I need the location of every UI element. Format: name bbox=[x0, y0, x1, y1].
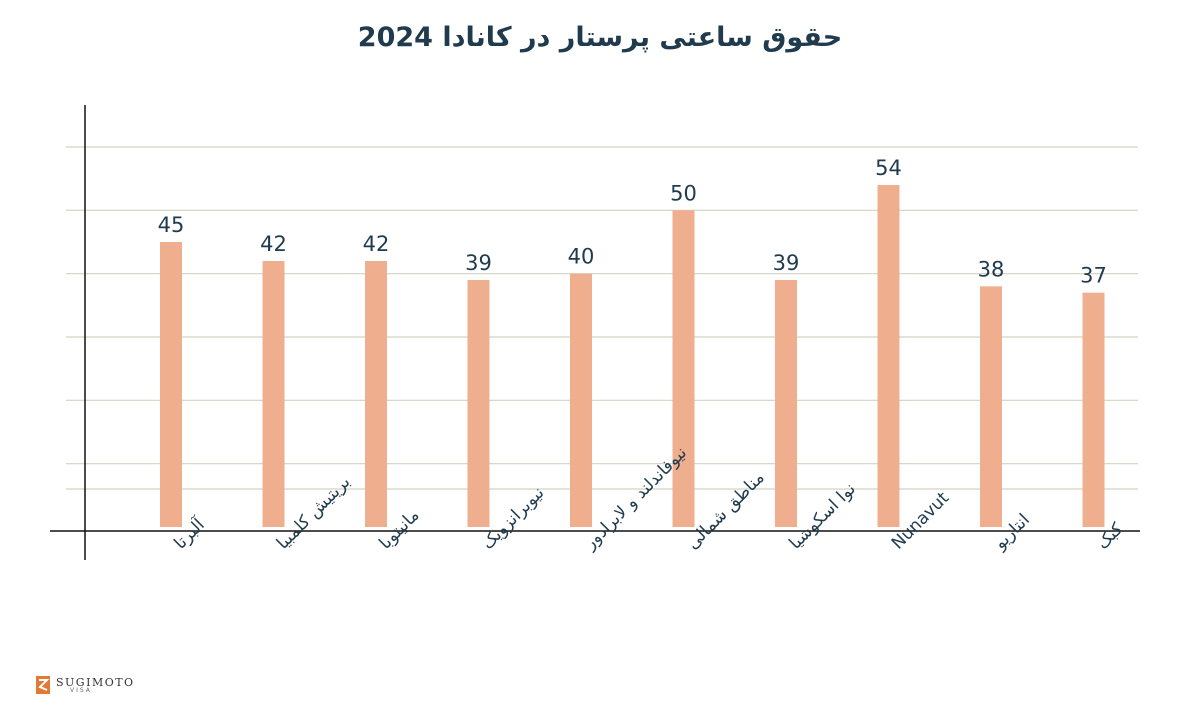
data-label: 40 bbox=[568, 245, 595, 269]
gridlines bbox=[66, 146, 1138, 490]
data-labels: 45 42 42 39 40 50 39 54 38 37 bbox=[158, 156, 1107, 288]
bar bbox=[467, 280, 490, 527]
data-label: 37 bbox=[1080, 264, 1107, 288]
data-label: 38 bbox=[978, 257, 1005, 281]
data-label: 45 bbox=[158, 213, 185, 237]
data-label: 39 bbox=[465, 251, 492, 275]
bar bbox=[877, 185, 900, 527]
data-label: 42 bbox=[363, 232, 390, 256]
bar bbox=[570, 273, 592, 527]
data-label: 39 bbox=[773, 251, 800, 275]
bar bbox=[262, 261, 285, 527]
logo-sub: VISA bbox=[70, 686, 92, 694]
chart-title: حقوق ساعتی پرستار در کانادا 2024 bbox=[357, 22, 843, 53]
axes bbox=[50, 105, 1140, 560]
bar bbox=[160, 242, 182, 527]
bar bbox=[775, 280, 797, 527]
bars bbox=[160, 185, 1105, 528]
brand-logo: SUGIMOTO VISA bbox=[36, 676, 135, 694]
bar bbox=[1082, 292, 1105, 527]
data-label: 50 bbox=[670, 181, 697, 205]
bar bbox=[365, 261, 387, 527]
logo-icon bbox=[36, 676, 50, 694]
data-label: 54 bbox=[875, 156, 902, 180]
x-tick-label: مناطق شمالی bbox=[683, 468, 769, 554]
bar bbox=[672, 210, 695, 528]
bar bbox=[980, 286, 1002, 527]
x-tick-label: بریتیش کلمبیا bbox=[273, 472, 354, 553]
logo-name: SUGIMOTO bbox=[56, 675, 135, 689]
data-label: 42 bbox=[260, 232, 287, 256]
